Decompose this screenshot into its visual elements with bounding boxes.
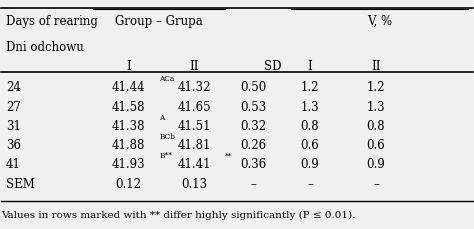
- Text: 41.88: 41.88: [112, 139, 146, 152]
- Text: **: **: [225, 152, 233, 160]
- Text: 1.2: 1.2: [301, 81, 319, 94]
- Text: V, %: V, %: [367, 15, 392, 28]
- Text: 0.26: 0.26: [240, 139, 266, 152]
- Text: 1.3: 1.3: [301, 100, 319, 113]
- Text: ACa: ACa: [159, 75, 174, 83]
- Text: 0.9: 0.9: [366, 158, 385, 171]
- Text: 41.58: 41.58: [112, 100, 146, 113]
- Text: Days of rearing: Days of rearing: [6, 15, 98, 28]
- Text: 0.32: 0.32: [240, 119, 266, 132]
- Text: 27: 27: [6, 100, 21, 113]
- Text: BCb: BCb: [159, 132, 175, 140]
- Text: II: II: [190, 60, 200, 73]
- Text: B**: B**: [159, 152, 172, 160]
- Text: 0.36: 0.36: [240, 158, 266, 171]
- Text: 0.8: 0.8: [367, 119, 385, 132]
- Text: –: –: [307, 177, 313, 190]
- Text: 41.44: 41.44: [112, 81, 146, 94]
- Text: A: A: [159, 113, 164, 121]
- Text: 41: 41: [6, 158, 21, 171]
- Text: 0.6: 0.6: [366, 139, 385, 152]
- Text: 41.65: 41.65: [178, 100, 211, 113]
- Text: Values in rows marked with ** differ highly significantly (P ≤ 0.01).: Values in rows marked with ** differ hig…: [1, 210, 356, 218]
- Text: I: I: [126, 60, 131, 73]
- Text: 0.50: 0.50: [240, 81, 266, 94]
- Text: 41.38: 41.38: [112, 119, 146, 132]
- Text: 41.32: 41.32: [178, 81, 211, 94]
- Text: 1.3: 1.3: [367, 100, 385, 113]
- Text: 41.93: 41.93: [112, 158, 146, 171]
- Text: 36: 36: [6, 139, 21, 152]
- Text: –: –: [251, 177, 256, 190]
- Text: 0.53: 0.53: [240, 100, 266, 113]
- Text: 0.8: 0.8: [301, 119, 319, 132]
- Text: 0.12: 0.12: [116, 177, 142, 190]
- Text: 1.2: 1.2: [367, 81, 385, 94]
- Text: 41.51: 41.51: [178, 119, 211, 132]
- Text: SD: SD: [264, 60, 281, 73]
- Text: I: I: [308, 60, 312, 73]
- Text: 24: 24: [6, 81, 21, 94]
- Text: –: –: [373, 177, 379, 190]
- Text: 0.9: 0.9: [301, 158, 319, 171]
- Text: 41.41: 41.41: [178, 158, 211, 171]
- Text: 31: 31: [6, 119, 21, 132]
- Text: SEM: SEM: [6, 177, 35, 190]
- Text: 0.6: 0.6: [301, 139, 319, 152]
- Text: Group – Grupa: Group – Grupa: [115, 15, 203, 28]
- Text: II: II: [371, 60, 381, 73]
- Text: 41.81: 41.81: [178, 139, 211, 152]
- Text: Dni odchowu: Dni odchowu: [6, 41, 84, 54]
- Text: 0.13: 0.13: [182, 177, 208, 190]
